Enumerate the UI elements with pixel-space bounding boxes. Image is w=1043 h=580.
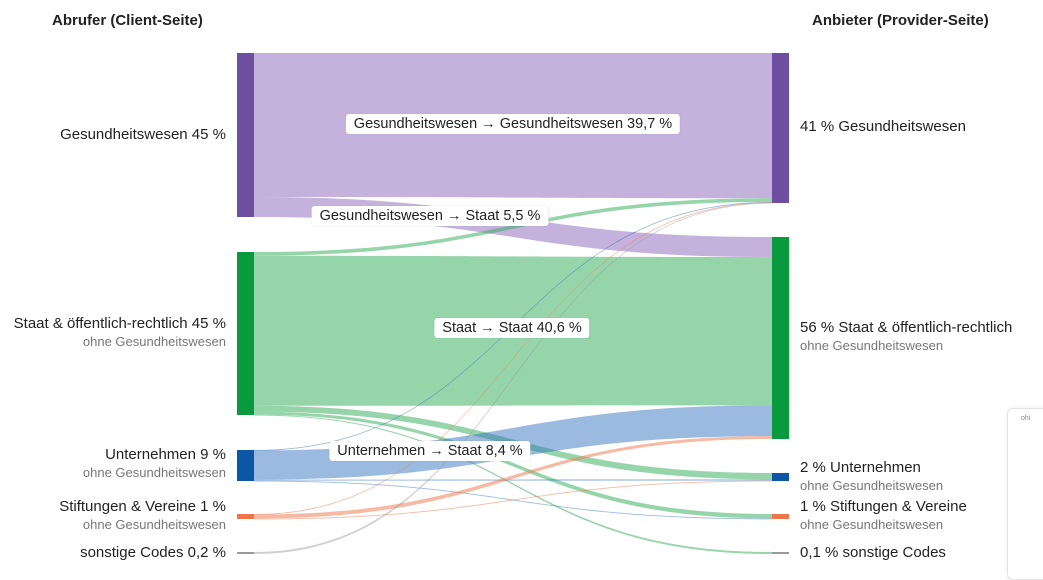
flow-label-staat-staat: Staat → Staat 40,6 %: [434, 318, 590, 338]
right-node-unternehmen[interactable]: [772, 473, 789, 481]
right-label-unternehmen: 2 % Unternehmen ohne Gesundheitswesen: [800, 459, 944, 493]
flow-staat-to-stiftungen[interactable]: [254, 411, 772, 519]
flow-label-unternehmen-staat: Unternehmen → Staat 8,4 %: [329, 441, 531, 461]
client-side-title: Abrufer (Client-Seite): [52, 12, 203, 29]
left-label-unternehmen: Unternehmen 9 % ohne Gesundheitswesen: [82, 446, 226, 480]
right-node-stiftungen[interactable]: [772, 514, 789, 519]
flow-label-gesundheit-gesundheit: Gesundheitswesen → Gesundheitswesen 39,7…: [345, 114, 681, 134]
left-label-gesundheit: Gesundheitswesen 45 %: [60, 126, 226, 143]
left-label-staat: Staat & öffentlich-rechtlich 45 % ohne G…: [13, 315, 226, 349]
left-node-unternehmen[interactable]: [237, 450, 254, 481]
right-node-sonstige[interactable]: [772, 552, 789, 554]
right-label-sonstige: 0,1 % sonstige Codes: [800, 544, 946, 561]
flow-sonstige-to-gesundheit[interactable]: [254, 202, 772, 554]
right-label-stiftungen: 1 % Stiftungen & Vereine ohne Gesundheit…: [800, 498, 967, 532]
right-label-gesundheit: 41 % Gesundheitswesen: [800, 118, 966, 135]
side-panel-card[interactable]: ohi: [1007, 408, 1043, 580]
flow-stiftungen-to-staat[interactable]: [254, 436, 772, 519]
right-label-staat: 56 % Staat & öffentlich-rechtlich ohne G…: [800, 319, 1013, 353]
left-node-staat[interactable]: [237, 252, 254, 415]
left-label-stiftungen: Stiftungen & Vereine 1 % ohne Gesundheit…: [59, 498, 226, 532]
left-node-gesundheit[interactable]: [237, 53, 254, 217]
flow-unternehmen-to-unternehmen[interactable]: [254, 479, 772, 481]
flow-label-gesundheit-staat: Gesundheitswesen → Staat 5,5 %: [311, 206, 549, 226]
left-label-sonstige: sonstige Codes 0,2 %: [80, 544, 226, 561]
left-node-stiftungen[interactable]: [237, 514, 254, 519]
left-node-sonstige[interactable]: [237, 552, 254, 554]
flow-staat-to-sonstige[interactable]: [254, 414, 772, 554]
right-node-staat[interactable]: [772, 237, 789, 439]
flow-stiftungen-to-unternehmen[interactable]: [254, 480, 772, 520]
flow-staat-to-gesundheit[interactable]: [254, 198, 772, 256]
right-node-gesundheit[interactable]: [772, 53, 789, 203]
flow-stiftungen-to-gesundheit[interactable]: [254, 202, 772, 515]
side-panel-text: ohi: [1021, 415, 1031, 422]
provider-side-title: Anbieter (Provider-Seite): [812, 12, 989, 29]
